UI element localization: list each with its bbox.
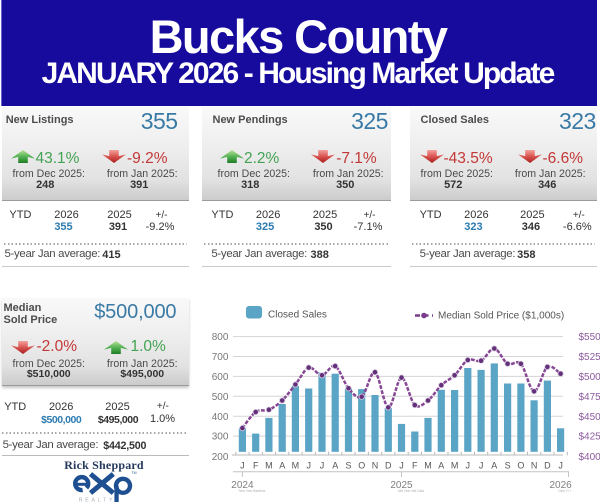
svg-text:2024: 2024 xyxy=(231,480,254,491)
svg-text:400: 400 xyxy=(212,412,229,423)
svg-text:M: M xyxy=(451,461,459,471)
svg-text:S: S xyxy=(345,461,351,471)
svg-text:O: O xyxy=(358,461,365,471)
svg-text:800: 800 xyxy=(212,332,229,343)
svg-text:M: M xyxy=(265,461,273,471)
svg-text:J: J xyxy=(306,461,311,471)
svg-text:$450: $450 xyxy=(579,412,600,423)
svg-text:A: A xyxy=(491,461,497,471)
svg-text:D: D xyxy=(544,461,551,471)
svg-text:N: N xyxy=(372,461,379,471)
svg-text:Closed Sales: Closed Sales xyxy=(268,310,327,321)
svg-text:J: J xyxy=(240,461,245,471)
svg-text:J: J xyxy=(399,461,404,471)
svg-text:$525: $525 xyxy=(579,352,600,363)
svg-text:New Year Baseline: New Year Baseline xyxy=(239,489,266,493)
svg-text:$475: $475 xyxy=(579,392,600,403)
svg-text:2026: 2026 xyxy=(549,480,572,491)
svg-text:J: J xyxy=(479,461,484,471)
svg-text:J: J xyxy=(558,461,563,471)
svg-text:O: O xyxy=(517,461,524,471)
svg-text:F: F xyxy=(412,461,418,471)
svg-text:REALTY: REALTY xyxy=(79,497,116,502)
svg-text:600: 600 xyxy=(212,372,229,383)
svg-text:700: 700 xyxy=(212,352,229,363)
svg-text:S: S xyxy=(505,461,511,471)
svg-text:F: F xyxy=(253,461,259,471)
svg-text:$550: $550 xyxy=(579,332,600,343)
svg-text:$500: $500 xyxy=(579,372,600,383)
svg-text:D: D xyxy=(385,461,392,471)
svg-text:200: 200 xyxy=(212,452,229,463)
svg-text:$425: $425 xyxy=(579,432,600,443)
svg-text:N: N xyxy=(531,461,538,471)
svg-text:Mid Year Mkt Data: Mid Year Mkt Data xyxy=(398,489,424,493)
svg-text:A: A xyxy=(279,461,285,471)
svg-text:J: J xyxy=(466,461,471,471)
svg-text:2025: 2025 xyxy=(390,480,413,491)
svg-text:A: A xyxy=(332,461,338,471)
svg-text:500: 500 xyxy=(212,392,229,403)
svg-text:A: A xyxy=(438,461,444,471)
svg-text:J: J xyxy=(320,461,325,471)
svg-text:TM: TM xyxy=(132,471,137,475)
svg-text:M: M xyxy=(292,461,300,471)
svg-text:$400: $400 xyxy=(579,452,600,463)
svg-text:M: M xyxy=(424,461,432,471)
svg-text:New Yr +: New Yr + xyxy=(558,489,571,493)
svg-text:300: 300 xyxy=(212,432,229,443)
svg-text:Median Sold Price ($1,000s): Median Sold Price ($1,000s) xyxy=(438,311,564,322)
